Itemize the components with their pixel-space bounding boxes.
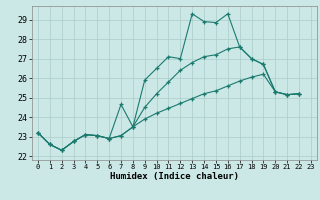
X-axis label: Humidex (Indice chaleur): Humidex (Indice chaleur) bbox=[110, 172, 239, 181]
